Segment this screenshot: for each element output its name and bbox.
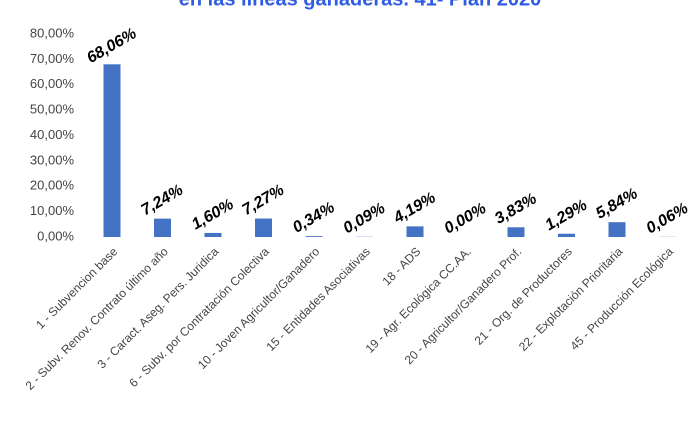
bar [154, 218, 171, 237]
data-label: 68,06% [84, 25, 140, 67]
chart-title: en las líneas ganaderas. 41- Plan 2020 [179, 0, 541, 10]
data-label: 4,19% [390, 189, 439, 227]
x-tick-label: 21 - Org. de Productores [472, 244, 575, 347]
x-tick-label: 45 - Producción Ecológica [567, 244, 676, 353]
y-tick-label: 20,00% [30, 178, 75, 193]
y-tick-label: 80,00% [30, 25, 75, 40]
data-label: 5,84% [593, 185, 641, 222]
bar [558, 233, 575, 237]
y-tick-label: 60,00% [30, 76, 75, 91]
bar [204, 232, 222, 237]
bar [305, 236, 323, 237]
x-tick-label: 18 - ADS [380, 244, 424, 288]
data-label: 7,27% [239, 182, 287, 219]
y-tick-label: 50,00% [30, 102, 75, 117]
bar [406, 226, 424, 237]
x-tick-label: 19 - Agr. Ecológica CC.AA. [363, 244, 474, 355]
x-tick-label: 15 - Entidades Asociativas [263, 244, 372, 353]
data-label: 0,09% [340, 200, 388, 237]
data-label: 0,00% [441, 200, 489, 237]
y-tick-label: 0,00% [37, 228, 74, 243]
data-label: 7,24% [138, 182, 186, 219]
data-label: 0,06% [643, 200, 691, 237]
bar [255, 218, 272, 237]
data-label: 1,29% [542, 197, 590, 234]
data-label: 3,83% [492, 190, 540, 227]
bar [507, 227, 525, 237]
y-tick-label: 10,00% [30, 203, 75, 218]
bar [608, 222, 626, 237]
x-tick-label: 1 - Subvencion base [33, 244, 120, 331]
data-label: 0,34% [290, 199, 338, 236]
y-tick-label: 70,00% [30, 51, 75, 66]
data-label: 1,60% [189, 196, 237, 233]
y-tick-label: 30,00% [30, 152, 75, 167]
x-tick-label: 22 - Explotación Prioritaria [516, 244, 626, 354]
bar [103, 64, 121, 237]
y-tick-label: 40,00% [30, 127, 75, 142]
